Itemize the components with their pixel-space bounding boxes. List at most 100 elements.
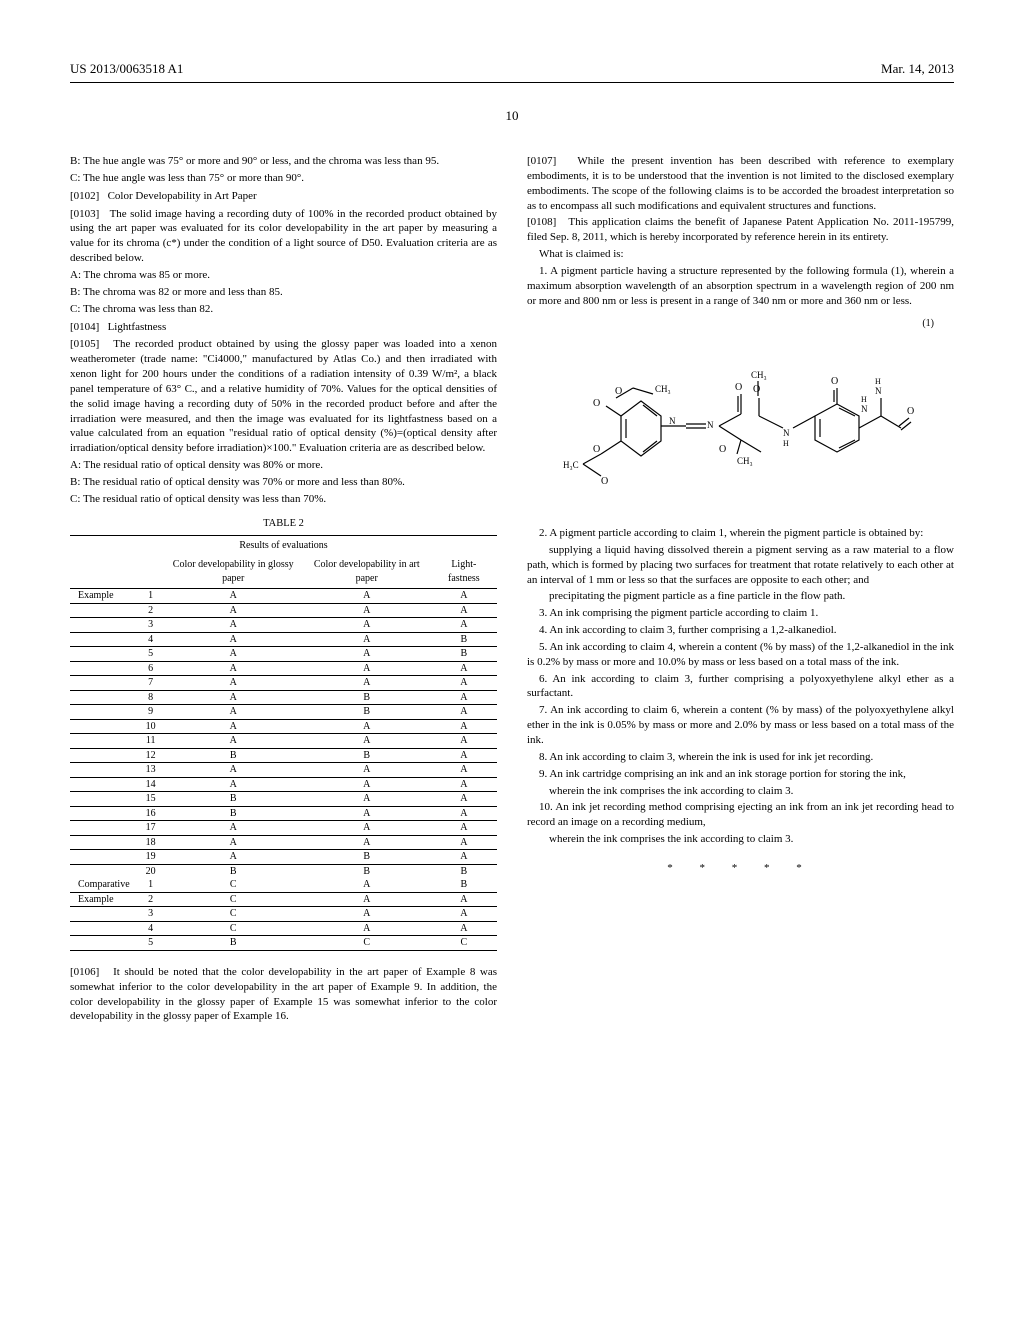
table-subtitle: Results of evaluations — [70, 535, 497, 558]
table-row: 5BCC — [70, 936, 497, 951]
what-claimed: What is claimed is: — [527, 247, 954, 262]
claims: 1. A pigment particle having a structure… — [527, 264, 954, 847]
claim-2b: precipitating the pigment particle as a … — [527, 589, 954, 604]
p0108: [0108] This application claims the benef… — [527, 215, 954, 245]
table-caption: TABLE 2 — [70, 517, 497, 531]
end-stars: * * * * * — [527, 861, 954, 876]
claim-2a: supplying a liquid having dissolved ther… — [527, 543, 954, 588]
grade-b-chroma: B: The chroma was 82 or more and less th… — [70, 285, 497, 300]
table-row: Comparative1CAB — [70, 878, 497, 892]
p0102: [0102] Color Developability in Art Paper — [70, 189, 497, 204]
svg-text:O: O — [593, 398, 600, 409]
table-row: 10AAA — [70, 719, 497, 734]
p0103-text: The solid image having a recording duty … — [70, 208, 497, 265]
table-row: 14AAA — [70, 777, 497, 792]
claim-6: 6. An ink according to claim 3, further … — [527, 672, 954, 702]
claim-7: 7. An ink according to claim 6, wherein … — [527, 703, 954, 748]
table-row: 9ABA — [70, 705, 497, 720]
claim-9a: wherein the ink comprises the ink accord… — [527, 784, 954, 799]
svg-text:CH₃: CH₃ — [751, 370, 767, 380]
svg-text:O: O — [719, 444, 726, 455]
p0106-text: It should be noted that the color develo… — [70, 966, 497, 1023]
col-glossy: Color developability in glossy paper — [164, 558, 303, 589]
left-column: B: The hue angle was 75° or more and 90°… — [70, 154, 497, 1026]
grade-a-chroma: A: The chroma was 85 or more. — [70, 268, 497, 283]
table-row: 17AAA — [70, 821, 497, 836]
page-header: US 2013/0063518 A1 Mar. 14, 2013 — [70, 60, 954, 83]
grade-c-chroma: C: The chroma was less than 82. — [70, 302, 497, 317]
table-row: 15BAA — [70, 792, 497, 807]
p0105-label: [0105] — [70, 338, 99, 350]
table-row: 4CAA — [70, 921, 497, 936]
svg-text:O: O — [593, 444, 600, 455]
table-row: Example1AAA — [70, 589, 497, 604]
claim-1: 1. A pigment particle having a structure… — [527, 264, 954, 309]
table-row: 6AAA — [70, 661, 497, 676]
publication-number: US 2013/0063518 A1 — [70, 60, 183, 78]
svg-text:N: N — [861, 404, 868, 414]
svg-text:O: O — [907, 406, 914, 417]
svg-text:N: N — [875, 386, 882, 396]
p0102-label: [0102] — [70, 190, 99, 202]
table-row: 16BAA — [70, 806, 497, 821]
svg-text:H: H — [875, 377, 881, 386]
claim-10a: wherein the ink comprises the ink accord… — [527, 832, 954, 847]
p0103: [0103] The solid image having a recordin… — [70, 207, 497, 266]
p0104-label: [0104] — [70, 321, 99, 333]
chemical-formula-icon: O O CH₃ O H₃C O N N O CH₃ — [561, 336, 921, 506]
svg-text:H: H — [861, 395, 867, 404]
grade-b-hue: B: The hue angle was 75° or more and 90°… — [70, 154, 497, 169]
table-row: 13AAA — [70, 763, 497, 778]
svg-text:O: O — [831, 376, 838, 387]
grade-c-hue: C: The hue angle was less than 75° or mo… — [70, 171, 497, 186]
table-row: 2AAA — [70, 603, 497, 618]
grade-a-light: A: The residual ratio of optical density… — [70, 458, 497, 473]
p0104-head: Lightfastness — [108, 321, 167, 333]
p0108-label: [0108] — [527, 216, 556, 228]
claim-3: 3. An ink comprising the pigment particl… — [527, 606, 954, 621]
table-row: Example2CAA — [70, 892, 497, 907]
svg-text:N: N — [783, 428, 790, 438]
claim-10: 10. An ink jet recording method comprisi… — [527, 800, 954, 830]
svg-text:O: O — [753, 384, 760, 395]
p0107-label: [0107] — [527, 155, 556, 167]
claim-9: 9. An ink cartridge comprising an ink an… — [527, 767, 954, 782]
table-row: 12BBA — [70, 748, 497, 763]
svg-text:O: O — [615, 386, 622, 397]
publication-date: Mar. 14, 2013 — [881, 60, 954, 78]
table-row: 19ABA — [70, 850, 497, 865]
svg-text:H: H — [783, 439, 789, 448]
p0106-label: [0106] — [70, 966, 99, 978]
svg-text:N: N — [707, 420, 714, 430]
results-table: TABLE 2 Results of evaluations Color dev… — [70, 517, 497, 951]
svg-text:CH₃: CH₃ — [737, 456, 753, 466]
table-row: 3CAA — [70, 907, 497, 922]
svg-text:H₃C: H₃C — [563, 460, 579, 470]
p0105: [0105] The recorded product obtained by … — [70, 337, 497, 456]
table-row: 8ABA — [70, 690, 497, 705]
svg-text:O: O — [735, 382, 742, 393]
svg-text:N: N — [669, 416, 676, 426]
p0105-text: The recorded product obtained by using t… — [70, 338, 497, 454]
claim-4: 4. An ink according to claim 3, further … — [527, 623, 954, 638]
formula-label: (1) — [527, 317, 934, 331]
table-row: 4AAB — [70, 632, 497, 647]
table-row: 7AAA — [70, 676, 497, 691]
grade-c-light: C: The residual ratio of optical density… — [70, 492, 497, 507]
table-row: 20BBB — [70, 864, 497, 878]
claim-8: 8. An ink according to claim 3, wherein … — [527, 750, 954, 765]
p0107: [0107] While the present invention has b… — [527, 154, 954, 213]
p0104: [0104] Lightfastness — [70, 320, 497, 335]
table-row: 11AAA — [70, 734, 497, 749]
p0107-text: While the present invention has been des… — [527, 155, 954, 212]
p0102-head: Color Developability in Art Paper — [108, 190, 257, 202]
col-art: Color developability in art paper — [303, 558, 431, 589]
table-row: 5AAB — [70, 647, 497, 662]
p0106: [0106] It should be noted that the color… — [70, 965, 497, 1024]
right-column: [0107] While the present invention has b… — [527, 154, 954, 1026]
col-light: Light-fastness — [431, 558, 497, 589]
page-number: 10 — [70, 107, 954, 125]
claim-2: 2. A pigment particle according to claim… — [527, 526, 954, 541]
p0108-text: This application claims the benefit of J… — [527, 216, 954, 243]
table-row: 3AAA — [70, 618, 497, 633]
